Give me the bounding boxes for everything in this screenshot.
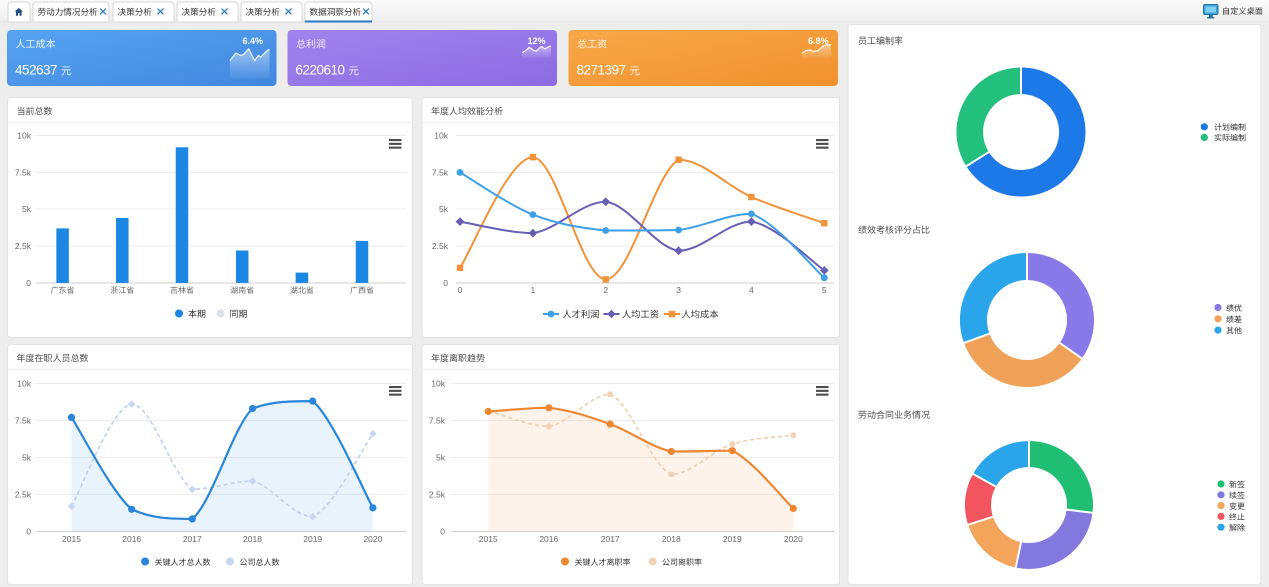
svg-text:2.5k: 2.5k bbox=[15, 490, 32, 500]
svg-text:6.4%: 6.4% bbox=[242, 36, 263, 46]
svg-text:2018: 2018 bbox=[243, 534, 262, 544]
svg-text:5k: 5k bbox=[22, 204, 32, 214]
svg-text:7.5k: 7.5k bbox=[15, 167, 32, 177]
svg-text:5k: 5k bbox=[439, 204, 449, 214]
svg-text:2016: 2016 bbox=[539, 534, 558, 544]
svg-text:10k: 10k bbox=[17, 378, 31, 388]
svg-text:1: 1 bbox=[531, 285, 536, 295]
svg-text:6.8%: 6.8% bbox=[808, 36, 829, 46]
svg-text:10k: 10k bbox=[431, 378, 445, 388]
svg-text:5k: 5k bbox=[436, 452, 446, 462]
svg-text:5: 5 bbox=[822, 285, 827, 295]
svg-text:7.5k: 7.5k bbox=[429, 415, 446, 425]
svg-text:3: 3 bbox=[676, 285, 681, 295]
svg-text:2019: 2019 bbox=[723, 534, 742, 544]
svg-text:2.5k: 2.5k bbox=[432, 241, 449, 251]
svg-text:10k: 10k bbox=[434, 131, 448, 141]
svg-text:0: 0 bbox=[458, 285, 463, 295]
svg-text:2.5k: 2.5k bbox=[429, 490, 446, 500]
svg-text:7.5k: 7.5k bbox=[432, 167, 449, 177]
svg-text:2: 2 bbox=[603, 285, 608, 295]
svg-text:0: 0 bbox=[26, 278, 31, 288]
svg-text:0: 0 bbox=[26, 527, 31, 537]
svg-text:2019: 2019 bbox=[303, 534, 322, 544]
svg-text:2016: 2016 bbox=[122, 534, 141, 544]
svg-text:12%: 12% bbox=[527, 36, 545, 46]
svg-text:2017: 2017 bbox=[183, 534, 202, 544]
svg-text:7.5k: 7.5k bbox=[15, 415, 32, 425]
svg-text:0: 0 bbox=[443, 278, 448, 288]
svg-text:2020: 2020 bbox=[363, 534, 382, 544]
svg-text:4: 4 bbox=[749, 285, 754, 295]
svg-text:6220610: 6220610 bbox=[296, 63, 345, 78]
svg-text:0: 0 bbox=[440, 527, 445, 537]
svg-text:2015: 2015 bbox=[479, 534, 498, 544]
svg-text:10k: 10k bbox=[17, 131, 31, 141]
svg-text:2018: 2018 bbox=[662, 534, 681, 544]
svg-text:452637: 452637 bbox=[15, 63, 57, 78]
svg-text:5k: 5k bbox=[22, 452, 32, 462]
svg-text:2.5k: 2.5k bbox=[15, 241, 32, 251]
svg-text:2017: 2017 bbox=[601, 534, 620, 544]
svg-text:8271397: 8271397 bbox=[577, 63, 626, 78]
svg-text:2020: 2020 bbox=[784, 534, 803, 544]
svg-text:2015: 2015 bbox=[62, 534, 81, 544]
